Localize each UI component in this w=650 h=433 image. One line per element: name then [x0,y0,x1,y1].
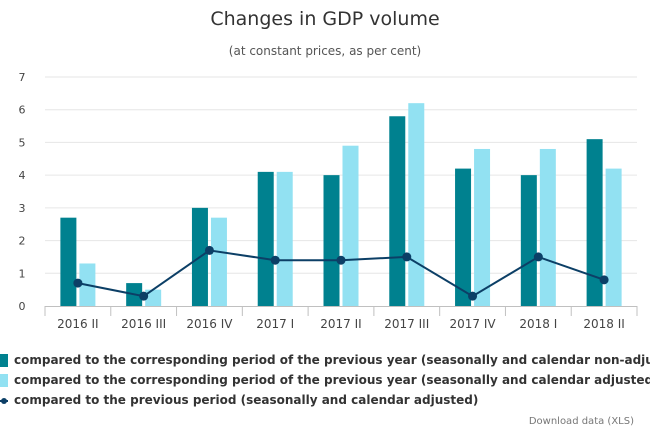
x-tick-label: 2017 II [320,317,361,331]
legend-swatch-adjusted [0,373,8,387]
line-point [73,278,83,288]
x-tick-label: 2016 II [57,317,98,331]
bar [257,171,274,306]
legend-label-adjusted: compared to the corresponding period of … [14,373,650,387]
y-tick-label: 5 [19,136,26,149]
download-data-link[interactable]: Download data (XLS) [528,416,634,427]
legend-swatch-nonadjusted [0,353,8,367]
bar [586,139,603,306]
bar [408,103,425,307]
line-point [204,245,214,255]
y-tick-label: 6 [19,104,26,117]
bar [389,116,406,306]
legend-item-previous-period[interactable]: compared to the previous period (seasona… [0,390,650,410]
x-tick-label: 2017 III [384,317,429,331]
line-point [336,255,346,265]
gdp-chart: 0 1 2 3 4 5 6 7 2016 II 2016 III 2016 IV 2017 I 201… [19,71,638,331]
line-point [139,291,149,301]
bar [539,148,556,306]
y-tick-label: 4 [19,169,26,182]
x-tick-label: 2017 IV [450,317,497,331]
y-tick-label: 2 [19,235,26,248]
bar [342,145,359,306]
y-tick-label: 7 [19,71,26,84]
line-point [270,255,280,265]
x-tick-label: 2016 III [121,317,166,331]
x-tick-label: 2016 IV [186,317,233,331]
bar [210,217,227,306]
line-point [468,291,478,301]
chart-legend: compared to the corresponding period of … [0,350,650,410]
legend-item-adjusted[interactable]: compared to the corresponding period of … [0,370,650,390]
legend-swatch-previous-period [0,394,8,407]
bar [520,175,537,306]
x-tick-label: 2017 I [256,317,294,331]
legend-item-nonadjusted[interactable]: compared to the corresponding period of … [0,350,650,370]
line-point [533,252,543,262]
line-point [402,252,412,262]
bar [455,168,472,306]
bar [474,148,491,306]
line-point [599,275,609,285]
y-tick-label: 3 [19,202,26,215]
bar [276,171,293,306]
y-tick-label: 0 [19,300,26,313]
y-tick-label: 1 [19,267,26,280]
chart-title: Changes in GDP volume [210,8,440,30]
x-tick-label: 2018 II [583,317,624,331]
x-tick-label: 2018 I [519,317,557,331]
bar [605,168,622,306]
legend-label-nonadjusted: compared to the corresponding period of … [14,353,650,367]
bar [323,175,340,306]
bar [60,217,77,306]
chart-subtitle: (at constant prices, as per cent) [228,44,422,58]
legend-label-previous-period: compared to the previous period (seasona… [14,393,479,407]
bar [145,289,162,306]
